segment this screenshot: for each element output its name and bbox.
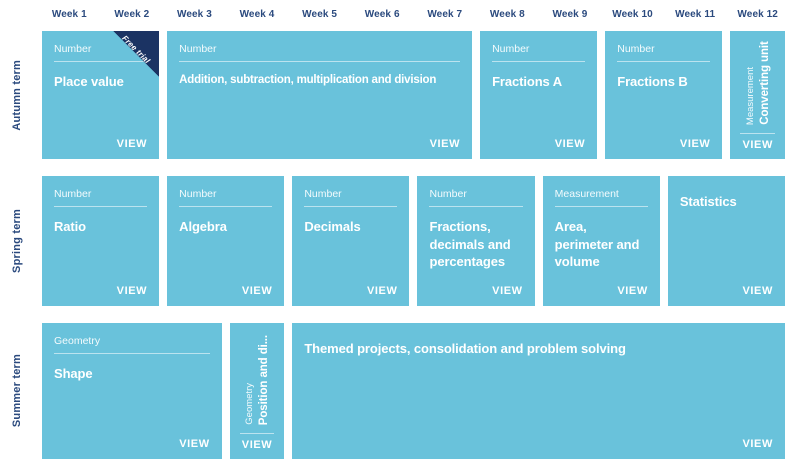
week-label-7: Week 7 <box>427 8 463 20</box>
week-label-9: Week 9 <box>552 8 588 20</box>
view-button[interactable]: VIEW <box>742 285 773 297</box>
card-title: Decimals <box>304 219 361 234</box>
view-button[interactable]: VIEW <box>742 438 773 450</box>
week-label-11: Week 11 <box>675 8 716 20</box>
category-label: Number <box>304 188 398 207</box>
category-label: Number <box>179 43 461 62</box>
week-label-4: Week 4 <box>239 8 275 20</box>
card-title: Position and di... <box>258 334 271 425</box>
divider <box>740 133 775 134</box>
card-title: Fractions, decimals and percentages <box>429 219 511 270</box>
category-label: Number <box>54 188 148 207</box>
category-label: Number <box>492 43 586 62</box>
category-label: Number <box>179 188 273 207</box>
term-label-autumn: Autumn term <box>11 59 23 131</box>
card-place-value[interactable]: Free trial Number Place value VIEW <box>42 31 160 159</box>
week-label-12: Week 12 <box>737 8 778 20</box>
view-button[interactable]: VIEW <box>116 285 148 297</box>
view-button[interactable]: VIEW <box>679 138 711 150</box>
view-button[interactable]: VIEW <box>742 139 773 151</box>
card-title: Ratio <box>54 219 87 234</box>
card-converting-units[interactable]: Measurement Converting units VIEW <box>730 31 785 159</box>
category-label: Measurement <box>744 66 756 125</box>
view-button[interactable]: VIEW <box>366 285 398 297</box>
view-button[interactable]: VIEW <box>241 439 273 451</box>
view-button[interactable]: VIEW <box>241 285 273 297</box>
card-title: Place value <box>54 74 124 89</box>
card-fractions-a[interactable]: Number Fractions A VIEW <box>480 31 598 159</box>
week-header: Week 1 Week 2 Week 3 Week 4 Week 5 Week … <box>0 4 800 24</box>
card-title: Statistics <box>679 194 737 209</box>
card-title: Addition, subtraction, multiplication an… <box>179 74 437 86</box>
week-label-3: Week 3 <box>177 8 212 20</box>
vertical-text-block: Measurement Converting units <box>736 41 779 133</box>
card-title: Area, perimeter and volume <box>554 219 640 270</box>
card-decimals[interactable]: Number Decimals VIEW <box>292 176 410 306</box>
planner-board: Autumn term Spring term Summer term Free… <box>0 31 800 459</box>
card-area-perimeter-volume[interactable]: Measurement Area, perimeter and volume V… <box>542 176 660 306</box>
card-title: Converting units <box>758 41 771 125</box>
category-label: Number <box>617 43 711 62</box>
week-label-8: Week 8 <box>489 8 525 20</box>
card-themed-projects[interactable]: Themed projects, consolidation and probl… <box>292 323 785 459</box>
view-button[interactable]: VIEW <box>492 285 523 297</box>
card-title: Themed projects, consolidation and probl… <box>304 341 626 356</box>
card-title: Shape <box>54 366 93 381</box>
card-title: Algebra <box>179 219 227 234</box>
week-label-6: Week 6 <box>364 8 400 20</box>
card-title: Fractions A <box>492 74 563 89</box>
card-algebra[interactable]: Number Algebra VIEW <box>167 176 285 306</box>
card-position-and-direction[interactable]: Geometry Position and di... VIEW <box>229 323 285 459</box>
week-label-5: Week 5 <box>302 8 338 20</box>
category-label: Geometry <box>54 335 210 354</box>
category-label: Number <box>429 188 523 207</box>
card-fractions-b[interactable]: Number Fractions B VIEW <box>605 31 723 159</box>
week-label-1: Week 1 <box>51 8 87 20</box>
vertical-text-block: Geometry Position and di... <box>236 333 279 433</box>
week-label-2: Week 2 <box>114 8 150 20</box>
card-ratio[interactable]: Number Ratio VIEW <box>42 176 160 306</box>
card-addition-subtraction-multiplication-division[interactable]: Number Addition, subtraction, multiplica… <box>167 31 473 159</box>
card-statistics[interactable]: Statistics VIEW <box>667 176 785 306</box>
category-label: Number <box>54 43 148 62</box>
view-button[interactable]: VIEW <box>554 138 586 150</box>
view-button[interactable]: VIEW <box>429 138 461 150</box>
term-label-summer: Summer term <box>11 354 23 428</box>
card-title: Fractions B <box>617 74 688 89</box>
divider <box>239 433 275 434</box>
view-button[interactable]: VIEW <box>116 138 148 150</box>
card-fractions-decimals-percentages[interactable]: Number Fractions, decimals and percentag… <box>417 176 535 306</box>
view-button[interactable]: VIEW <box>617 285 648 297</box>
term-label-spring: Spring term <box>11 209 23 273</box>
card-shape[interactable]: Geometry Shape VIEW <box>42 323 222 459</box>
category-label: Geometry <box>244 383 256 425</box>
category-label: Measurement <box>554 188 648 207</box>
week-label-10: Week 10 <box>612 8 653 20</box>
view-button[interactable]: VIEW <box>179 438 210 450</box>
